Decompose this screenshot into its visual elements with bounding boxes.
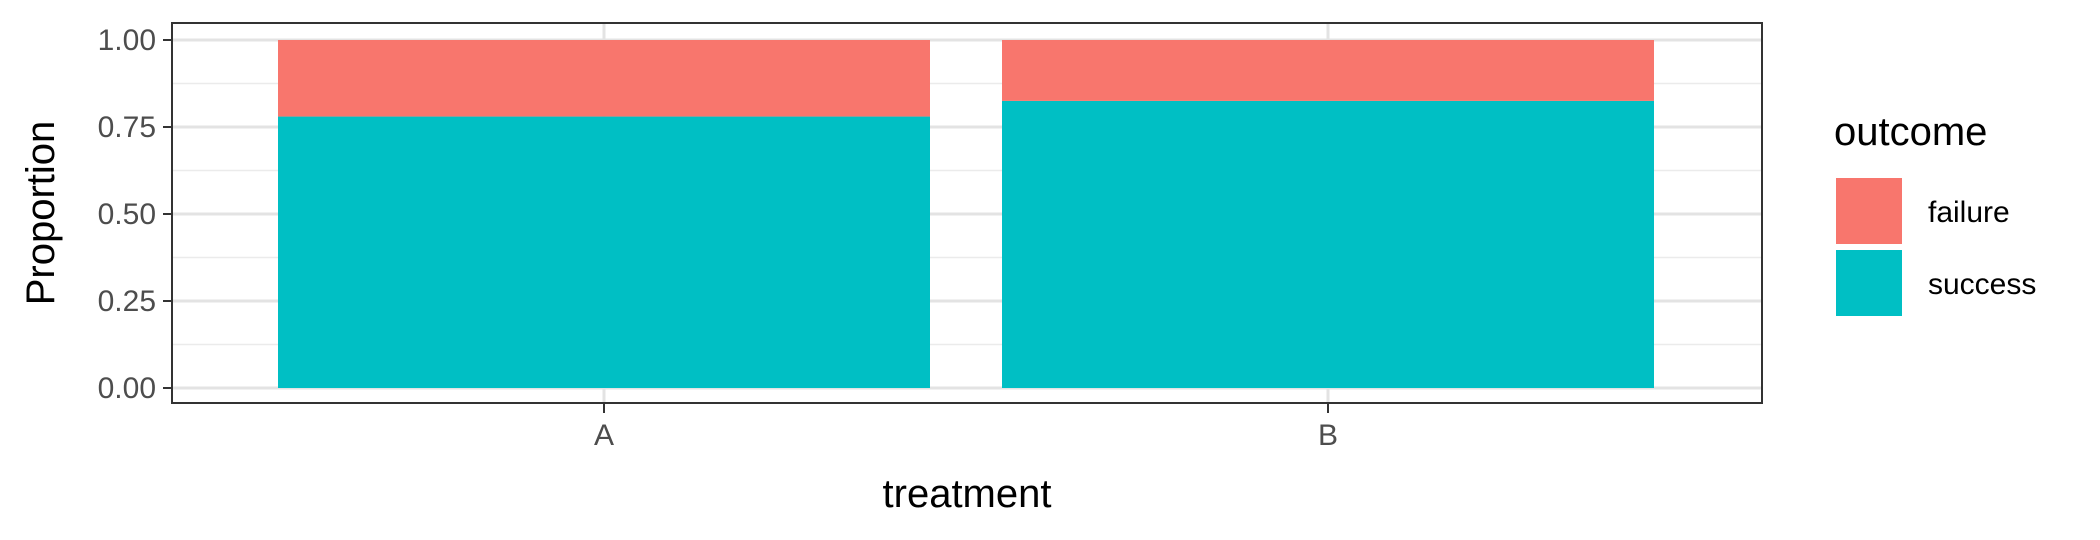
y-axis-title: Proportion [19, 121, 63, 306]
y-tick-label: 1.00 [98, 24, 156, 57]
bars [278, 40, 1654, 389]
x-axis-title: treatment [883, 472, 1052, 516]
bar-success-A [278, 116, 930, 388]
legend: outcome failure success [1834, 110, 2036, 316]
bar-failure-A [278, 40, 930, 117]
legend-key-failure [1836, 178, 1902, 244]
legend-label-success: success [1928, 268, 2036, 301]
y-tick-label: 0.00 [98, 372, 156, 405]
legend-title: outcome [1834, 110, 1987, 154]
legend-key-success [1836, 250, 1902, 316]
y-tick-label: 0.75 [98, 111, 156, 144]
bar-success-B [1002, 100, 1654, 389]
y-tick-label: 0.50 [98, 198, 156, 231]
y-tick-label: 0.25 [98, 285, 156, 318]
bar-failure-B [1002, 40, 1654, 101]
y-axis: 0.00 0.25 0.50 0.75 1.00 [98, 24, 172, 405]
x-tick-label: A [594, 419, 614, 452]
x-tick-label: B [1318, 419, 1338, 452]
legend-label-failure: failure [1928, 196, 2010, 229]
